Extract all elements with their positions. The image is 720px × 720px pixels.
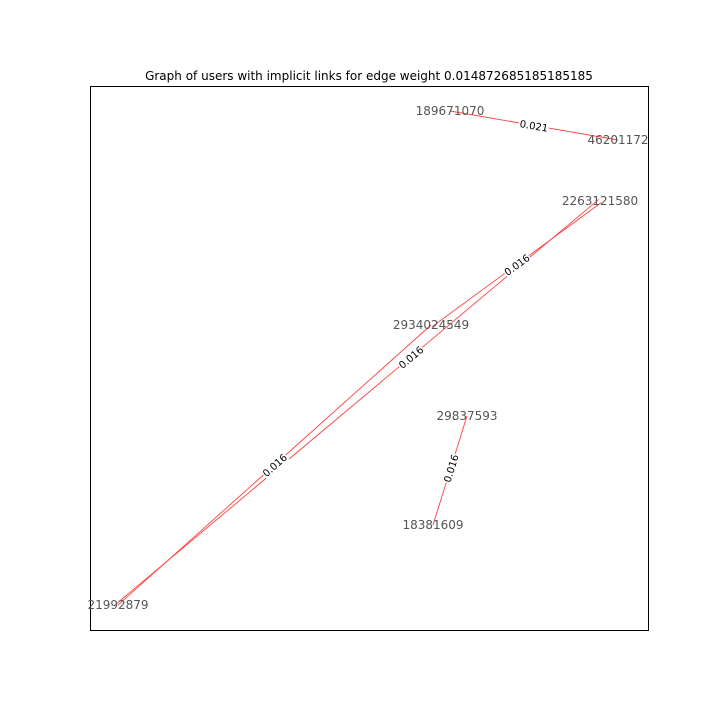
node-label-2263121580: 2263121580: [562, 194, 638, 208]
edge-weight-label-group: 0.016: [258, 449, 290, 480]
node-label-29837593: 29837593: [436, 409, 497, 423]
edge-labels-layer: 0.021 0.016 0.016 0.016 0.016: [258, 116, 550, 485]
node-label-46201172: 46201172: [587, 133, 648, 147]
figure-title: Graph of users with implicit links for e…: [145, 69, 593, 83]
edge-weight-label-background: [394, 342, 427, 372]
nodes-layer: 189671070 46201172 2263121580 2934024549 298…: [87, 104, 648, 612]
node-label-2934024549: 2934024549: [393, 318, 469, 332]
edge-weight-label-group: 0.016: [439, 451, 462, 485]
edge-weight-label-group: 0.021: [518, 116, 550, 135]
edge-weight-label-background: [258, 449, 290, 480]
node-label-18381609: 18381609: [402, 518, 463, 532]
edge-weight-label-group: 0.016: [394, 342, 427, 372]
edge-weight-label-group: 0.016: [500, 250, 532, 279]
edges-layer: [116, 110, 619, 606]
edge-weight-label: 0.016: [443, 453, 462, 484]
node-label-189671070: 189671070: [416, 104, 485, 118]
edge-weight-label-background: [518, 116, 550, 134]
plot-frame: [90, 86, 649, 631]
edge-weight-label: 0.021: [519, 119, 549, 135]
edge-weight-label-background: [500, 250, 533, 279]
node-label-21992879: 21992879: [87, 598, 148, 612]
edge-weight-label-background: [439, 451, 461, 485]
